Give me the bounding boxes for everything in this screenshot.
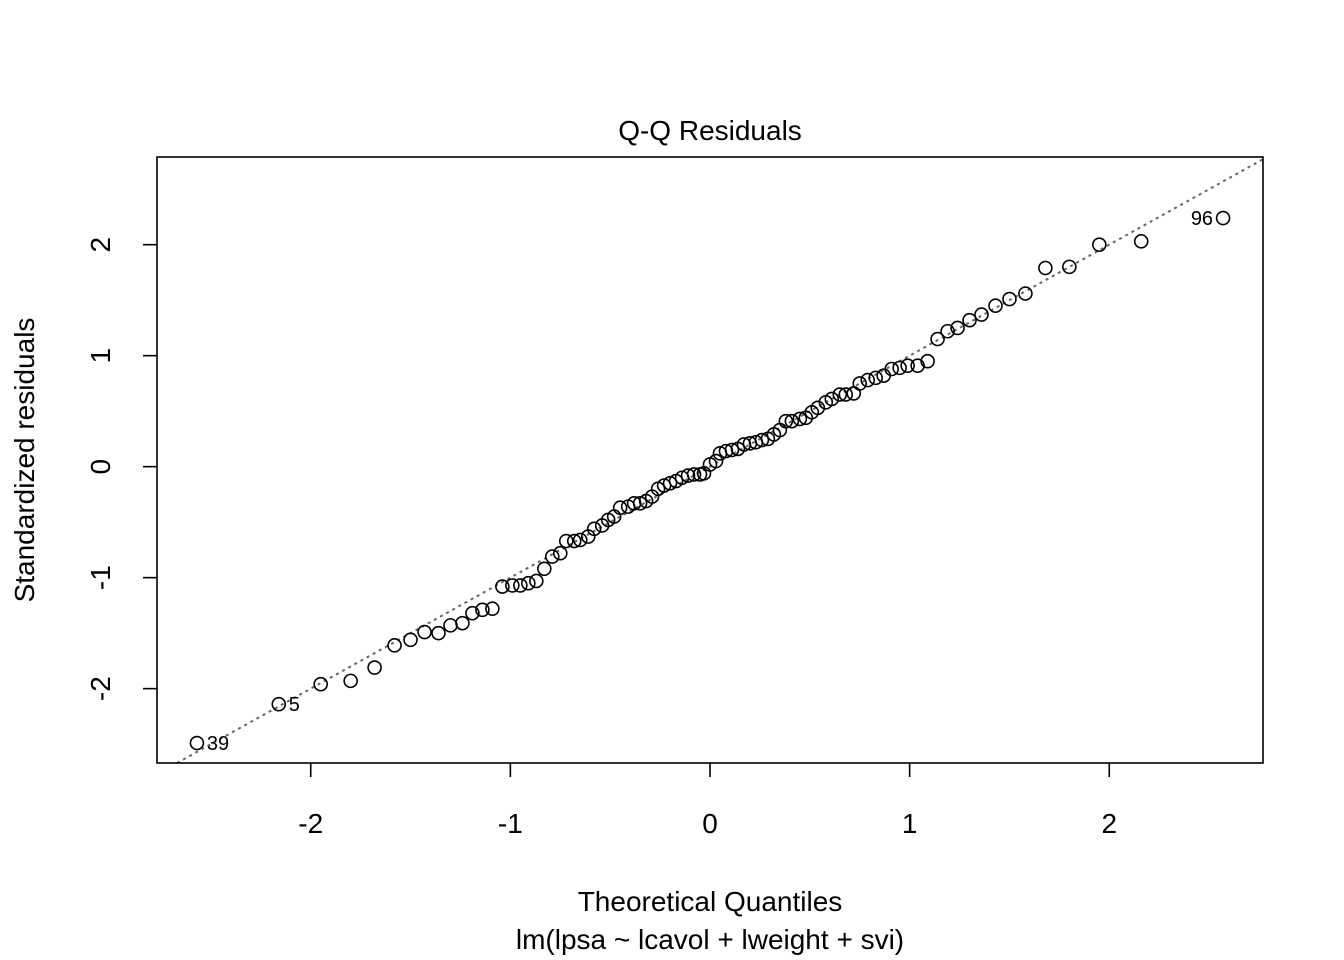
y-tick-label: -2	[85, 676, 116, 701]
data-point	[1018, 286, 1033, 301]
data-point	[884, 361, 899, 377]
data-point	[632, 495, 648, 511]
x-tick-label: -2	[298, 808, 323, 839]
data-point	[552, 545, 568, 561]
x-tick-label: -1	[498, 808, 523, 839]
data-point	[271, 696, 287, 712]
data-point	[475, 602, 490, 618]
data-point	[387, 638, 402, 653]
chart-title: Q-Q Residuals	[618, 115, 802, 146]
y-tick-label: -1	[85, 565, 116, 590]
data-point	[544, 549, 560, 564]
data-point	[417, 624, 432, 640]
data-point	[536, 561, 552, 577]
data-point	[974, 307, 989, 322]
data-point	[1091, 237, 1107, 252]
y-tick-label: 1	[85, 348, 116, 364]
data-point	[521, 575, 536, 591]
x-axis-label: Theoretical Quantiles	[578, 886, 843, 917]
data-point	[495, 579, 510, 594]
data-point	[1133, 234, 1149, 249]
data-point	[343, 673, 358, 689]
data-point	[852, 376, 868, 391]
data-point	[572, 532, 588, 548]
data-point	[662, 476, 678, 491]
data-point	[824, 391, 840, 407]
data-point	[892, 360, 907, 376]
data-point	[455, 615, 470, 631]
x-tick-label: 2	[1101, 808, 1117, 839]
data-point	[189, 735, 205, 751]
data-point	[431, 625, 446, 641]
data-point	[708, 453, 724, 469]
point-label: 39	[207, 733, 229, 755]
x-axis: -2 -1 0 1 2	[298, 763, 1117, 839]
data-point	[558, 533, 574, 549]
data-point	[950, 320, 965, 336]
data-point	[988, 298, 1003, 314]
x-axis-sublabel: lm(lpsa ~ lcavol + lweight + svi)	[516, 924, 904, 955]
data-point	[529, 573, 544, 589]
data-point	[513, 578, 528, 593]
data-point	[1062, 259, 1077, 275]
data-point	[838, 387, 854, 402]
data-point	[566, 533, 582, 549]
data-point	[586, 521, 602, 537]
data-point	[680, 468, 696, 483]
data-point	[367, 660, 382, 675]
x-tick-label: 0	[702, 808, 718, 839]
data-point	[860, 372, 876, 388]
y-axis-label: Standardized residuals	[9, 318, 40, 603]
x-tick-label: 1	[902, 808, 918, 839]
data-point	[930, 331, 945, 347]
point-labels-layer: 39 5 96	[207, 208, 1213, 755]
data-point	[485, 601, 500, 617]
data-point	[1038, 260, 1053, 276]
data-point	[910, 358, 925, 373]
data-point	[792, 411, 808, 427]
data-point	[832, 387, 848, 402]
data-point	[313, 676, 329, 692]
data-point	[686, 467, 702, 482]
y-tick-label: 2	[85, 237, 116, 253]
point-label: 5	[289, 694, 300, 716]
data-point	[1002, 291, 1017, 307]
point-label: 96	[1191, 208, 1213, 230]
y-tick-label: 0	[85, 459, 116, 475]
data-point	[612, 500, 628, 516]
data-point	[784, 413, 800, 429]
y-axis: -2 -1 0 1 2	[85, 237, 157, 701]
data-point	[940, 323, 955, 339]
data-point	[465, 605, 480, 621]
data-point	[868, 370, 884, 386]
data-point	[505, 578, 520, 593]
data-point	[920, 353, 935, 369]
data-point	[962, 312, 977, 328]
data-point	[1215, 210, 1231, 226]
data-point	[900, 358, 915, 373]
data-point	[403, 632, 418, 648]
data-point	[778, 413, 794, 429]
data-point	[724, 442, 740, 458]
data-point	[754, 432, 770, 448]
points-layer	[189, 210, 1231, 751]
